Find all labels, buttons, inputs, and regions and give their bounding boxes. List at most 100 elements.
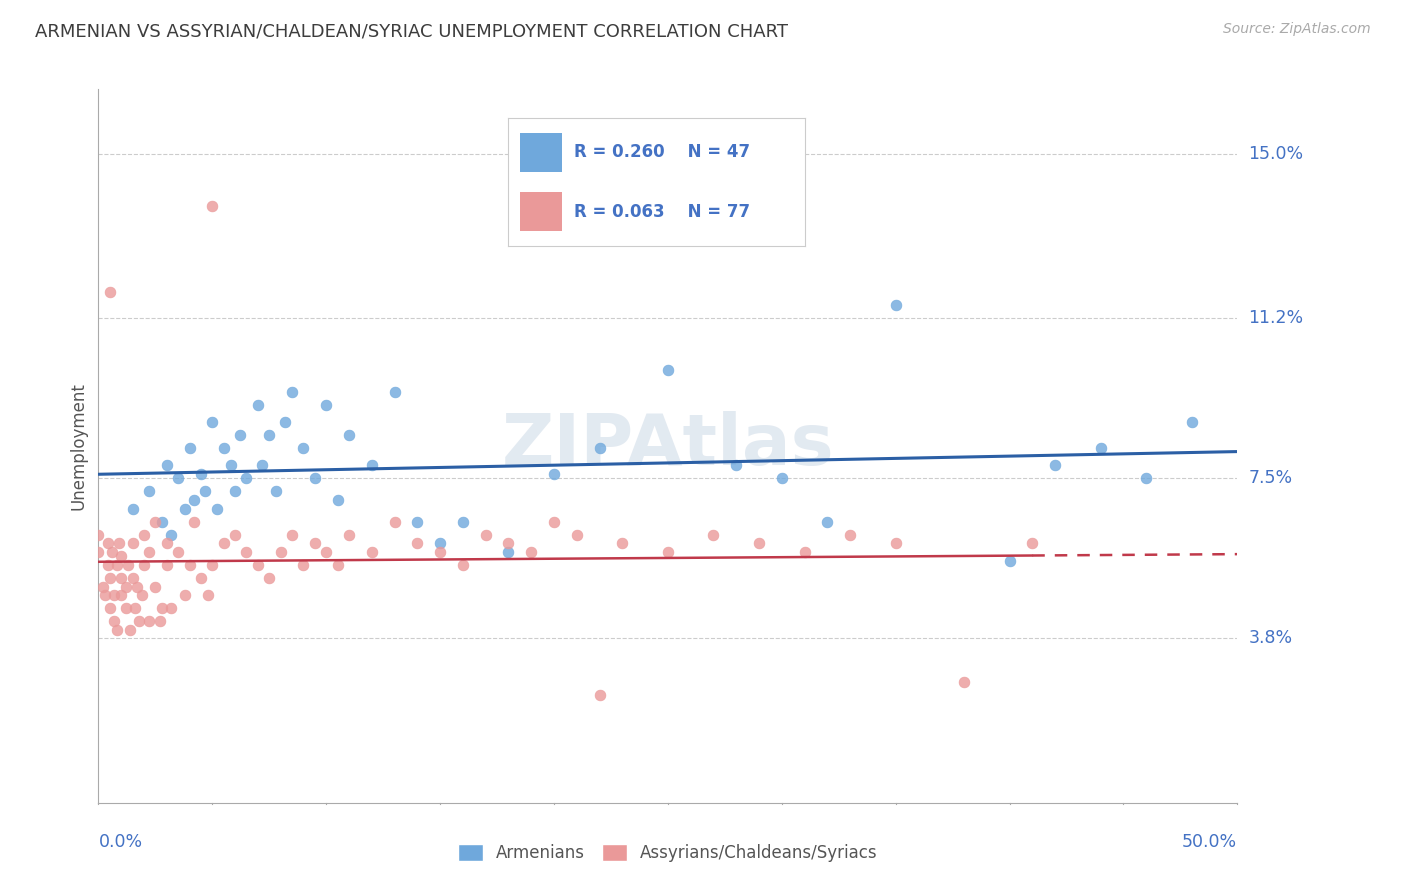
Point: [429, 545, 451, 559]
Point: [1043, 458, 1066, 473]
Point: [337, 527, 360, 541]
Point: [406, 515, 429, 529]
Point: [292, 558, 315, 572]
Text: 7.5%: 7.5%: [1249, 469, 1292, 487]
Point: [304, 536, 326, 550]
Point: [194, 484, 217, 499]
Point: [657, 545, 679, 559]
Point: [725, 458, 748, 473]
Point: [451, 515, 474, 529]
Point: [167, 545, 190, 559]
Point: [190, 571, 212, 585]
Point: [108, 536, 131, 550]
Point: [1135, 471, 1157, 485]
Point: [87, 527, 110, 541]
Y-axis label: Unemployment: Unemployment: [69, 382, 87, 510]
Point: [205, 501, 228, 516]
Point: [190, 467, 212, 482]
Point: [1090, 441, 1112, 455]
Point: [201, 558, 224, 572]
Point: [252, 458, 274, 473]
Text: 11.2%: 11.2%: [1249, 310, 1303, 327]
Point: [212, 536, 235, 550]
Point: [1021, 536, 1043, 550]
Point: [451, 558, 474, 572]
Point: [235, 545, 257, 559]
Point: [174, 501, 197, 516]
Point: [292, 441, 315, 455]
Point: [543, 467, 565, 482]
Point: [264, 484, 287, 499]
Point: [103, 588, 125, 602]
Point: [167, 471, 190, 485]
Point: [120, 623, 142, 637]
Point: [588, 441, 610, 455]
Point: [520, 545, 543, 559]
Point: [235, 471, 257, 485]
Point: [156, 536, 179, 550]
Point: [259, 428, 281, 442]
Point: [246, 398, 269, 412]
Point: [315, 545, 337, 559]
Point: [110, 588, 132, 602]
Text: 15.0%: 15.0%: [1249, 145, 1303, 163]
Point: [224, 527, 246, 541]
Point: [98, 571, 121, 585]
Point: [114, 580, 136, 594]
Point: [543, 515, 565, 529]
Point: [174, 588, 197, 602]
Point: [281, 384, 304, 399]
Point: [246, 558, 269, 572]
Point: [127, 580, 149, 594]
Point: [145, 580, 167, 594]
Point: [201, 415, 224, 429]
Point: [565, 527, 588, 541]
Point: [224, 484, 246, 499]
Point: [498, 536, 520, 550]
Point: [138, 614, 160, 628]
Point: [132, 558, 155, 572]
Point: [228, 428, 250, 442]
Point: [124, 601, 146, 615]
Point: [117, 558, 139, 572]
Text: 3.8%: 3.8%: [1249, 630, 1292, 648]
Point: [337, 428, 360, 442]
Point: [179, 441, 201, 455]
Point: [281, 527, 304, 541]
Point: [96, 536, 118, 550]
Point: [884, 298, 907, 312]
Point: [884, 536, 907, 550]
Point: [360, 545, 382, 559]
Point: [839, 527, 862, 541]
Point: [156, 458, 179, 473]
Point: [270, 545, 292, 559]
Point: [114, 601, 136, 615]
Point: [156, 558, 179, 572]
Text: ZIPAtlas: ZIPAtlas: [502, 411, 834, 481]
Point: [150, 515, 173, 529]
Point: [326, 558, 349, 572]
Point: [274, 415, 297, 429]
Point: [110, 549, 132, 564]
Point: [201, 199, 224, 213]
Point: [131, 588, 153, 602]
Text: ARMENIAN VS ASSYRIAN/CHALDEAN/SYRIAC UNEMPLOYMENT CORRELATION CHART: ARMENIAN VS ASSYRIAN/CHALDEAN/SYRIAC UNE…: [35, 22, 789, 40]
Point: [121, 501, 143, 516]
Point: [138, 484, 160, 499]
Point: [384, 384, 406, 399]
Text: 0.0%: 0.0%: [98, 833, 142, 851]
Point: [219, 458, 242, 473]
Point: [91, 580, 114, 594]
Point: [793, 545, 815, 559]
Point: [160, 601, 183, 615]
Text: Source: ZipAtlas.com: Source: ZipAtlas.com: [1223, 22, 1371, 37]
Point: [657, 363, 679, 377]
Point: [96, 558, 118, 572]
Point: [94, 588, 117, 602]
Point: [179, 558, 201, 572]
Point: [770, 471, 793, 485]
Legend: Armenians, Assyrians/Chaldeans/Syriacs: Armenians, Assyrians/Chaldeans/Syriacs: [458, 844, 877, 863]
Point: [612, 536, 634, 550]
Point: [212, 441, 235, 455]
Point: [145, 515, 167, 529]
